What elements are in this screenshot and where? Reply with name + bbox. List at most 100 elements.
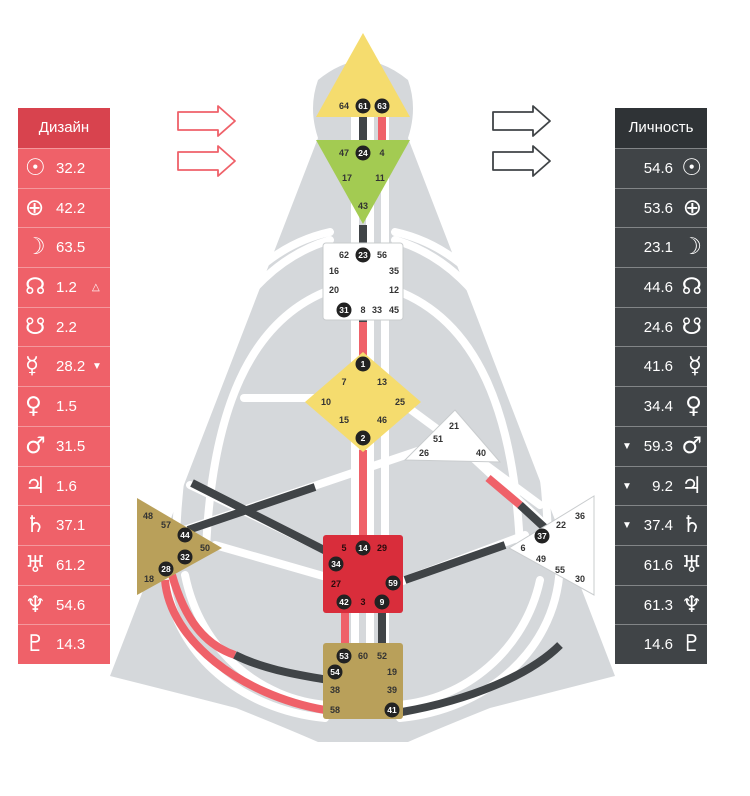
neptune-icon: ♆ — [25, 591, 46, 618]
gate-43: 43 — [358, 201, 368, 211]
gate-28: 28 — [161, 564, 171, 574]
earth-icon: ⊕ — [682, 194, 702, 221]
personality-planet-value: 61.3 — [643, 596, 673, 614]
gate-8: 8 — [360, 305, 365, 315]
throat-center — [322, 242, 404, 321]
personality-planet-row: ♅ 61.6 — [615, 544, 707, 585]
personality-planet-value: 59.3 — [643, 437, 673, 455]
gate-57: 57 — [161, 520, 171, 530]
design-planet-row: ♆ 54.6 — [18, 584, 110, 625]
gate-35: 35 — [389, 266, 399, 276]
gate-46: 46 — [377, 415, 387, 425]
gate-64: 64 — [339, 101, 349, 111]
mercury-icon: ☿ — [687, 353, 702, 380]
up-triangle-icon: △ — [92, 282, 100, 294]
gate-12: 12 — [389, 285, 399, 295]
earth-icon: ⊕ — [25, 194, 45, 221]
design-planet-value: 2.2 — [56, 318, 77, 336]
gate-9: 9 — [380, 597, 385, 607]
design-planet-value: 54.6 — [56, 596, 86, 614]
gate-50: 50 — [200, 543, 210, 553]
channel-design-18-58 — [161, 579, 326, 714]
personality-arrow-bottom-icon — [492, 145, 551, 177]
gate-numbers: 64 47 4 17 11 43 62 56 16 35 20 12 8 33 … — [143, 101, 585, 715]
design-planet-value: 1.5 — [56, 398, 77, 416]
personality-planet-row: ♀ 34.4 — [615, 386, 707, 426]
jupiter-icon: ♃ — [681, 472, 702, 499]
gate-19: 19 — [387, 667, 397, 677]
personality-planet-value: 23.1 — [643, 239, 673, 257]
solar-plexus-center — [508, 495, 595, 596]
design-panel-title: Дизайн — [18, 108, 110, 148]
down-triangle-icon: ▼ — [92, 361, 102, 373]
gate-10: 10 — [321, 397, 331, 407]
design-planet-row: ♀ 1.5 — [18, 386, 110, 426]
gate-14: 14 — [358, 543, 368, 553]
personality-panel: Личность ☉ 54.6 ⊕ 53.6 ☽ 23.1 ☊ 44.6 ☋ 24.6 ☿ 41.6 ♀… — [615, 108, 707, 664]
south-node-icon: ☋ — [681, 313, 702, 340]
personality-planet-row: ♇ 14.6 — [615, 624, 707, 664]
design-planet-value: 1.2 — [56, 279, 77, 297]
saturn-icon: ♄ — [681, 512, 702, 539]
design-planet-row: ☋ 2.2 — [18, 306, 110, 347]
mercury-icon: ☿ — [25, 353, 40, 380]
personality-planet-value: 24.6 — [643, 318, 673, 336]
gate-53: 53 — [339, 651, 349, 661]
gate-34: 34 — [331, 559, 341, 569]
design-planet-value: 61.2 — [56, 556, 86, 574]
active-gate-circles — [158, 98, 550, 718]
personality-planet-value: 34.4 — [643, 398, 673, 416]
gate-56: 56 — [377, 250, 387, 260]
gate-61: 61 — [358, 101, 368, 111]
gate-54: 54 — [330, 667, 340, 677]
gate-16: 16 — [329, 266, 339, 276]
gate-62: 62 — [339, 250, 349, 260]
moon-icon: ☽ — [25, 234, 46, 261]
personality-planet-value: 14.6 — [643, 636, 673, 654]
personality-planet-value: 9.2 — [652, 477, 673, 495]
south-node-icon: ☋ — [25, 313, 46, 340]
design-planet-row: ☿ 28.2 ▼ — [18, 346, 110, 387]
design-planet-value: 31.5 — [56, 437, 86, 455]
north-node-icon: ☊ — [25, 274, 46, 301]
personality-planet-value: 53.6 — [643, 199, 673, 217]
ego-center — [403, 409, 502, 463]
gate-38: 38 — [330, 685, 340, 695]
gate-40: 40 — [476, 448, 486, 458]
gate-4: 4 — [379, 148, 384, 158]
design-planet-value: 14.3 — [56, 636, 86, 654]
gate-13: 13 — [377, 377, 387, 387]
design-planet-value: 37.1 — [56, 517, 86, 535]
design-arrows — [177, 105, 236, 177]
pluto-icon: ♇ — [25, 631, 46, 658]
gate-58: 58 — [330, 705, 340, 715]
gate-17: 17 — [342, 173, 352, 183]
gate-1: 1 — [361, 359, 366, 369]
gate-18: 18 — [144, 574, 154, 584]
gate-21: 21 — [449, 421, 459, 431]
personality-planet-row: ☊ 44.6 — [615, 267, 707, 307]
gate-31: 31 — [339, 305, 349, 315]
gate-52: 52 — [377, 651, 387, 661]
channel-design-40-37 — [485, 474, 523, 509]
design-arrow-top-icon — [177, 105, 236, 137]
gate-47: 47 — [339, 148, 349, 158]
gate-39: 39 — [387, 685, 397, 695]
gate-24: 24 — [358, 148, 368, 158]
channel-personality-20-34 — [190, 479, 332, 557]
gate-27: 27 — [331, 579, 341, 589]
channel-personality-41-30 — [401, 642, 563, 716]
gate-11: 11 — [375, 173, 385, 183]
personality-planet-row: ☿ 41.6 — [615, 346, 707, 387]
design-planet-value: 1.6 — [56, 477, 77, 495]
gate-37: 37 — [537, 531, 547, 541]
personality-planet-row: ♆ 61.3 — [615, 584, 707, 625]
personality-planet-value: 54.6 — [643, 160, 673, 177]
gate-51: 51 — [433, 434, 443, 444]
gate-49: 49 — [536, 554, 546, 564]
uranus-icon: ♅ — [681, 551, 702, 578]
personality-panel-title: Личность — [615, 108, 707, 148]
gate-5: 5 — [341, 543, 346, 553]
design-planet-row: ☽ 63.5 — [18, 227, 110, 268]
gate-42: 42 — [339, 597, 349, 607]
